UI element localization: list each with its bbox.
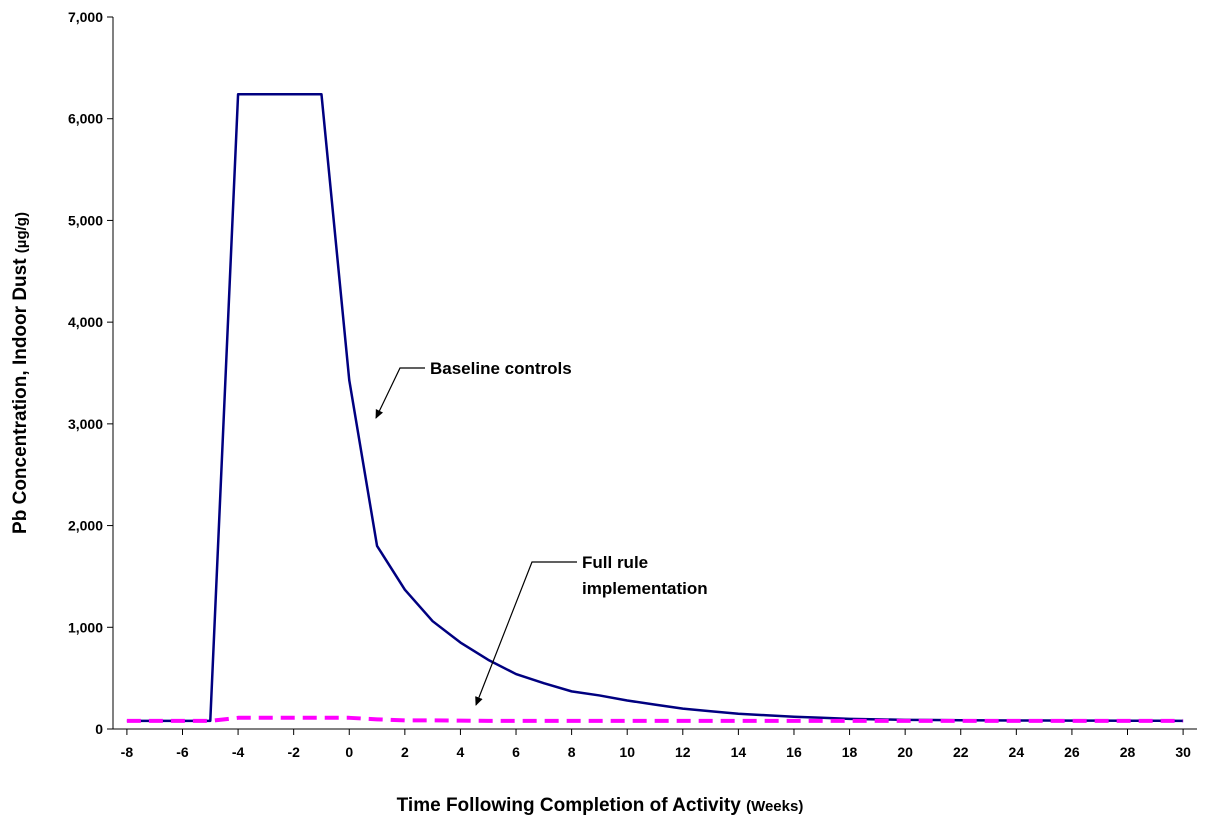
y-tick-label: 6,000 bbox=[68, 111, 103, 127]
annotation: Full rule bbox=[582, 553, 648, 572]
series-line bbox=[126, 93, 1184, 723]
y-tick-label: 3,000 bbox=[68, 416, 103, 432]
x-tick-label: -4 bbox=[232, 744, 245, 760]
x-tick-label: -6 bbox=[176, 744, 189, 760]
x-tick-label: 28 bbox=[1120, 744, 1136, 760]
x-tick-label: -8 bbox=[121, 744, 134, 760]
x-tick-label: 2 bbox=[401, 744, 409, 760]
annotation: implementation bbox=[582, 579, 708, 598]
x-tick-label: 4 bbox=[457, 744, 465, 760]
x-tick-label: 6 bbox=[512, 744, 520, 760]
x-tick-label: 22 bbox=[953, 744, 969, 760]
x-tick-label: 14 bbox=[731, 744, 747, 760]
x-tick-label: 8 bbox=[568, 744, 576, 760]
x-tick-label: 12 bbox=[675, 744, 691, 760]
annotation-arrow bbox=[475, 561, 577, 706]
series-line bbox=[126, 715, 1184, 723]
y-tick-label: 7,000 bbox=[68, 9, 103, 25]
x-tick-label: -2 bbox=[287, 744, 300, 760]
x-tick-label: 0 bbox=[345, 744, 353, 760]
x-tick-label: 18 bbox=[842, 744, 858, 760]
annotation-arrow bbox=[375, 367, 425, 419]
x-axis-title: Time Following Completion of Activity (W… bbox=[397, 795, 804, 816]
y-tick-label: 2,000 bbox=[68, 518, 103, 534]
x-tick-label: 26 bbox=[1064, 744, 1080, 760]
y-tick-label: 0 bbox=[95, 721, 103, 737]
y-tick-label: 1,000 bbox=[68, 619, 103, 635]
x-tick-label: 24 bbox=[1009, 744, 1025, 760]
y-axis-title: Pb Concentration, Indoor Dust (µg/g) bbox=[10, 212, 31, 534]
annotation: Baseline controls bbox=[430, 359, 572, 378]
y-tick-label: 5,000 bbox=[68, 212, 103, 228]
x-tick-label: 16 bbox=[786, 744, 802, 760]
x-tick-label: 10 bbox=[619, 744, 635, 760]
y-tick-label: 4,000 bbox=[68, 314, 103, 330]
x-tick-label: 30 bbox=[1175, 744, 1191, 760]
x-tick-label: 20 bbox=[897, 744, 913, 760]
